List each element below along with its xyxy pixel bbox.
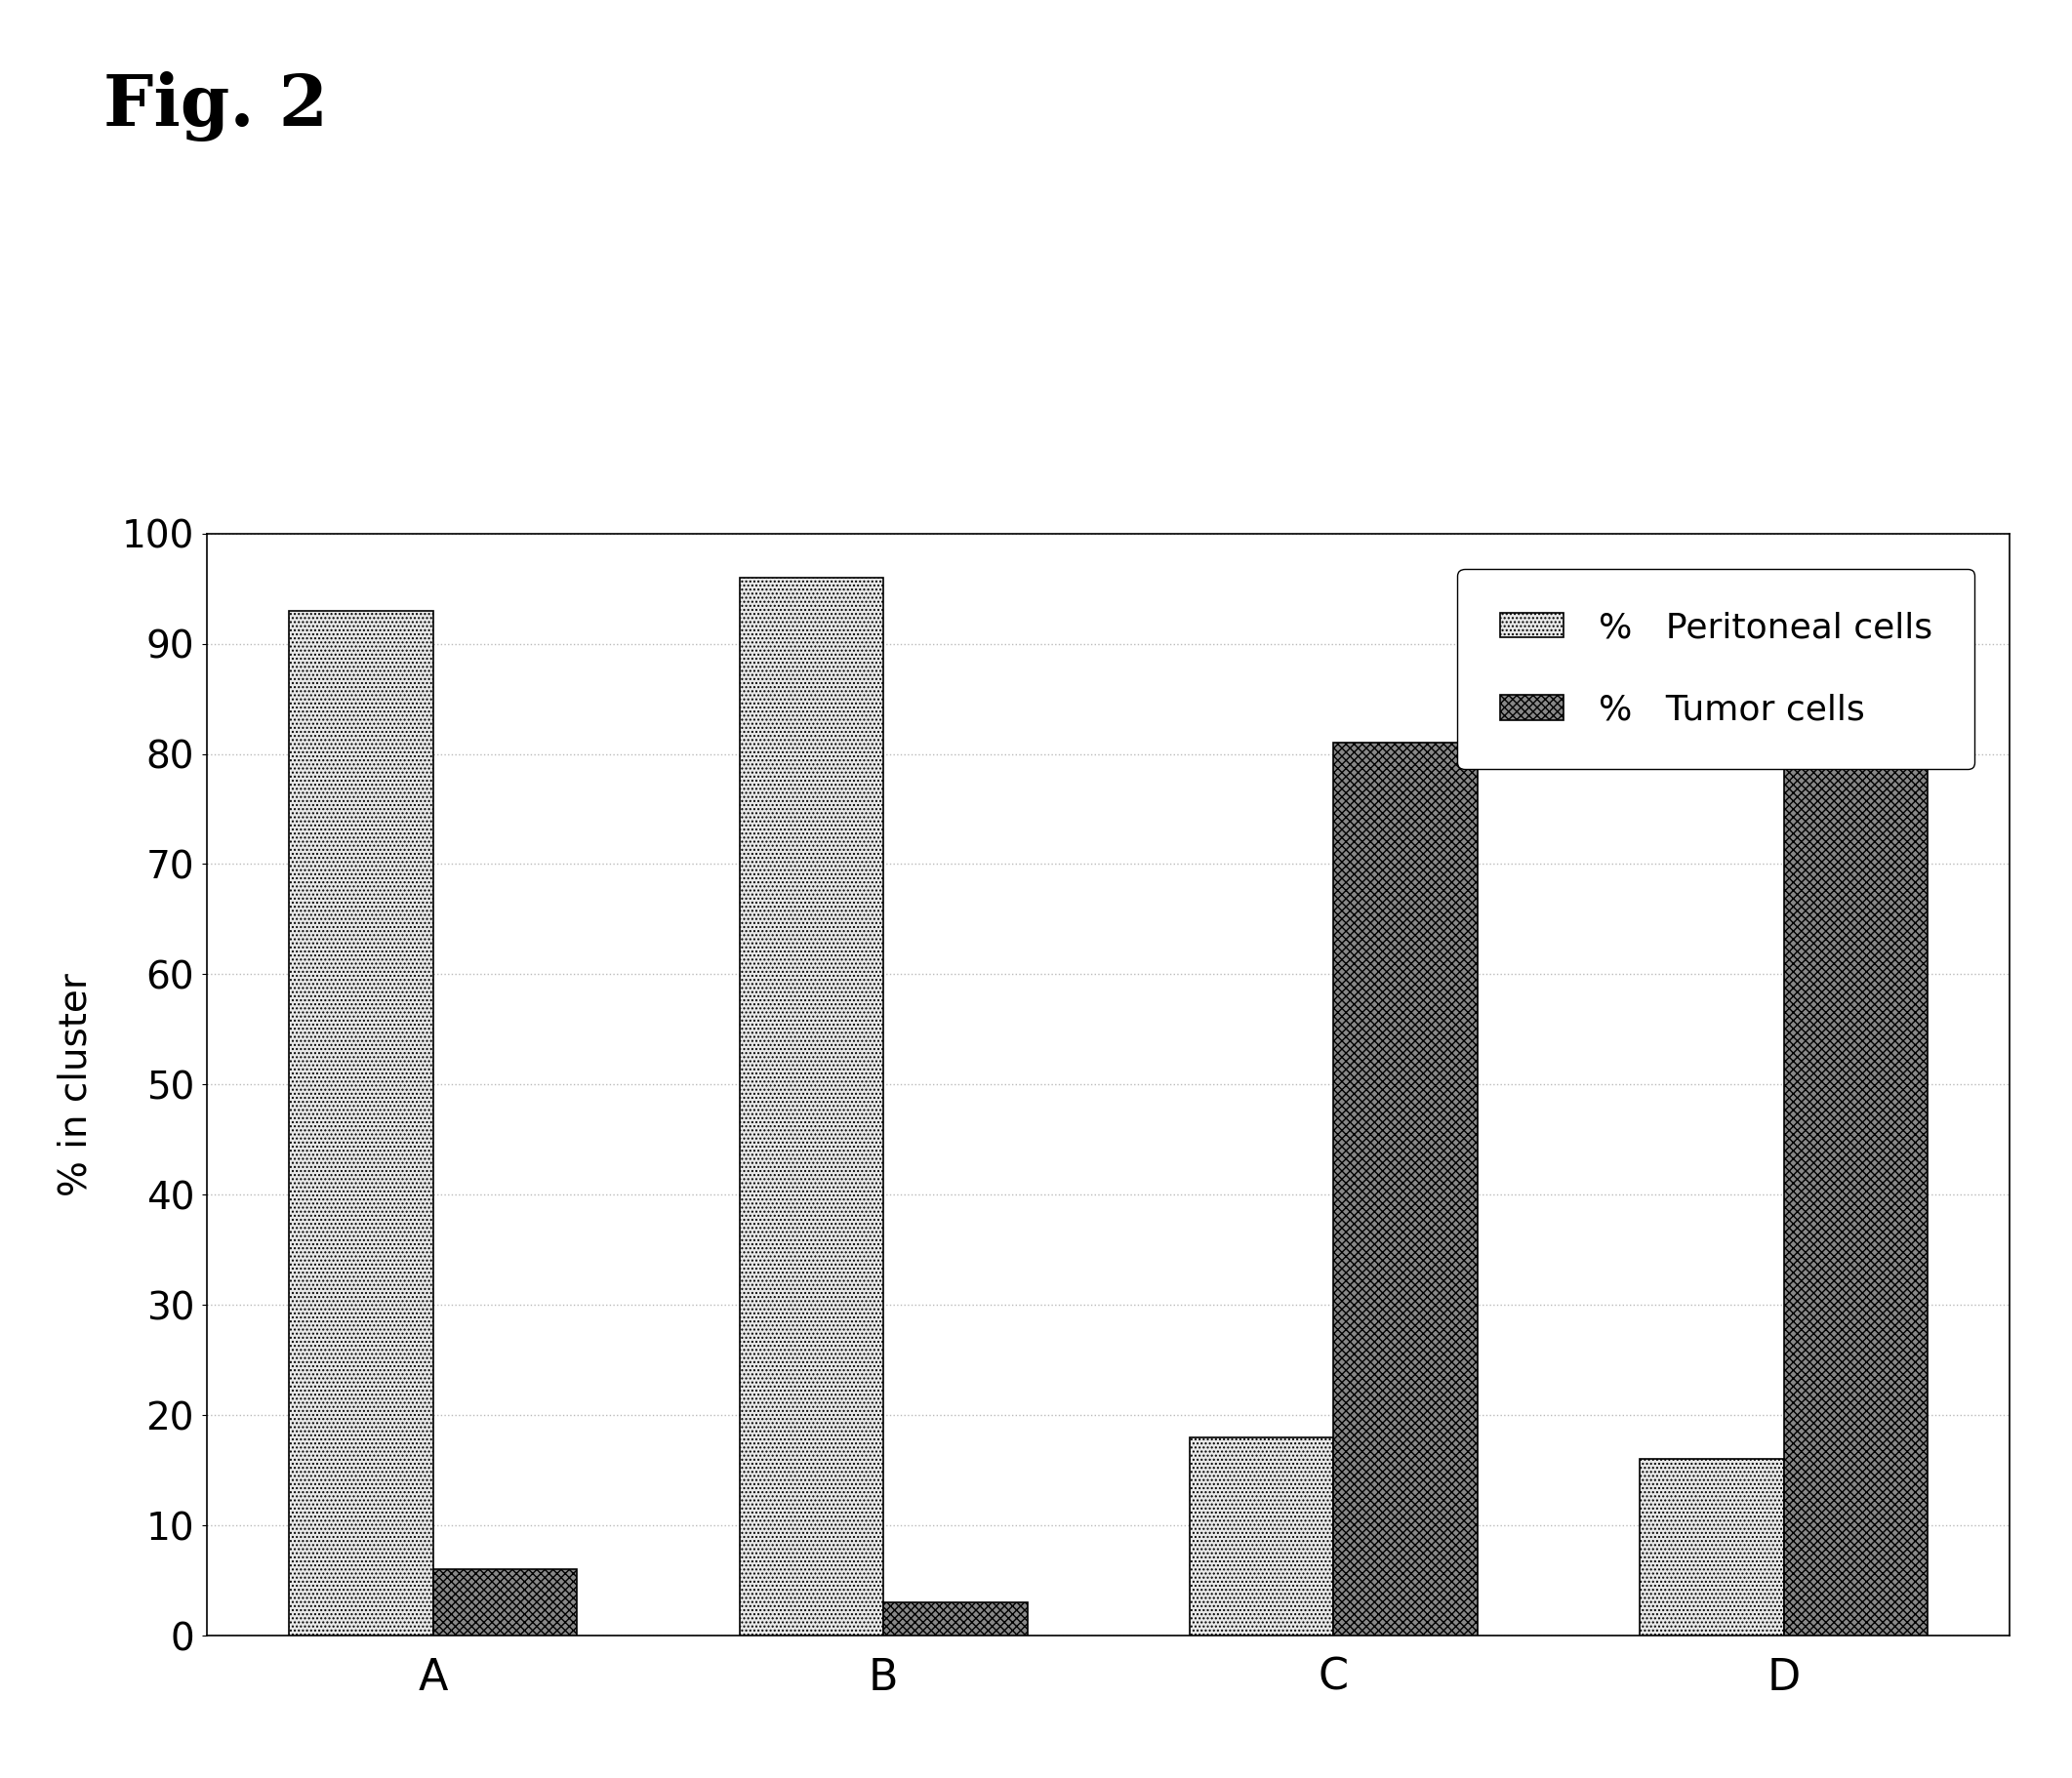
Text: Fig. 2: Fig. 2 (104, 71, 327, 142)
Bar (1784, 709, 1927, 1636)
Bar (290, 610, 433, 1636)
Bar (1639, 1460, 1784, 1636)
Bar (740, 578, 883, 1636)
Bar (883, 1602, 1028, 1636)
Bar (433, 1570, 578, 1636)
Y-axis label: % in cluster: % in cluster (58, 973, 95, 1197)
Bar (1189, 1437, 1334, 1636)
Legend: %   Peritoneal cells, %   Tumor cells: % Peritoneal cells, % Tumor cells (1457, 569, 1975, 768)
Bar (1334, 743, 1477, 1636)
